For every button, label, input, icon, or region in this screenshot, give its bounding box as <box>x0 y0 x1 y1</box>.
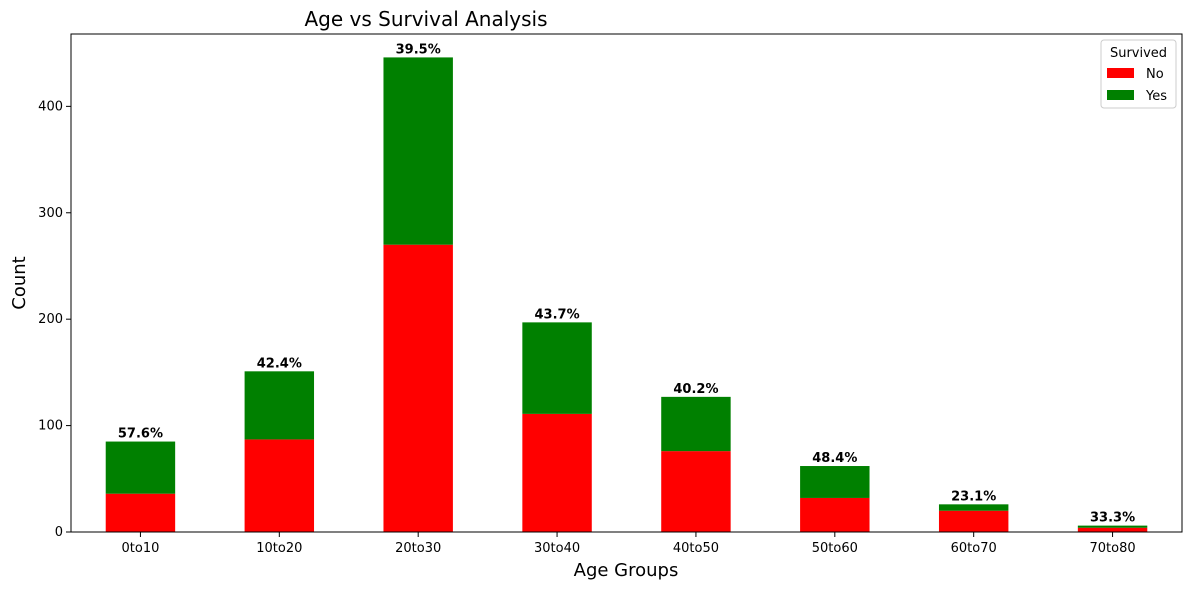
x-tick-label: 50to60 <box>812 541 858 556</box>
x-tick-label: 60to70 <box>951 541 997 556</box>
bar-no-10to20 <box>244 439 315 532</box>
bar-label: 39.5% <box>396 42 441 57</box>
bar-label: 40.2% <box>673 382 718 397</box>
x-tick-label: 30to40 <box>534 541 580 556</box>
chart-title: Age vs Survival Analysis <box>304 7 547 31</box>
bar-yes-60to70 <box>938 504 1009 511</box>
legend-swatch <box>1107 68 1134 78</box>
bar-label: 42.4% <box>257 356 302 371</box>
legend-label: Yes <box>1145 89 1167 104</box>
bar-no-0to10 <box>105 493 176 532</box>
bar-no-30to40 <box>522 413 592 532</box>
y-tick-label: 100 <box>38 419 63 434</box>
bar-label: 43.7% <box>535 307 580 322</box>
legend-swatch <box>1107 90 1134 100</box>
x-tick-label: 40to50 <box>673 541 719 556</box>
bar-yes-40to50 <box>661 396 731 452</box>
x-tick-label: 20to30 <box>395 541 441 556</box>
bar-no-50to60 <box>800 497 870 532</box>
bar-yes-30to40 <box>522 322 592 414</box>
y-tick-label: 0 <box>55 525 63 540</box>
bar-no-40to50 <box>661 451 731 532</box>
bar-label: 23.1% <box>951 489 996 504</box>
x-axis-label: Age Groups <box>574 560 679 581</box>
bar-no-60to70 <box>938 510 1009 532</box>
x-tick-label: 10to20 <box>256 541 302 556</box>
legend-label: No <box>1146 67 1164 82</box>
legend-title: Survived <box>1110 46 1167 61</box>
y-tick-label: 300 <box>38 206 63 221</box>
bar-label: 48.4% <box>812 451 857 466</box>
plot-frame <box>70 33 1183 533</box>
bar-yes-20to30 <box>383 57 453 245</box>
bar-yes-50to60 <box>800 466 870 498</box>
y-tick-label: 200 <box>38 312 63 327</box>
plot-area: 0 100 200 300 400 57.6% 0to10 42.4% 10to20 39.5% 2… <box>38 39 1177 556</box>
y-axis-label: Count <box>9 256 30 309</box>
bar-no-70to80 <box>1077 527 1148 532</box>
x-tick-label: 0to10 <box>122 541 160 556</box>
bar-yes-0to10 <box>105 441 176 494</box>
legend: Survived No Yes <box>1100 39 1177 109</box>
bar-label: 57.6% <box>118 427 163 442</box>
bar-yes-70to80 <box>1077 525 1148 528</box>
y-tick-label: 400 <box>38 99 63 114</box>
bar-no-20to30 <box>383 244 453 532</box>
x-tick-label: 70to80 <box>1089 541 1135 556</box>
bar-label: 33.3% <box>1090 511 1135 526</box>
bar-yes-10to20 <box>244 371 315 440</box>
